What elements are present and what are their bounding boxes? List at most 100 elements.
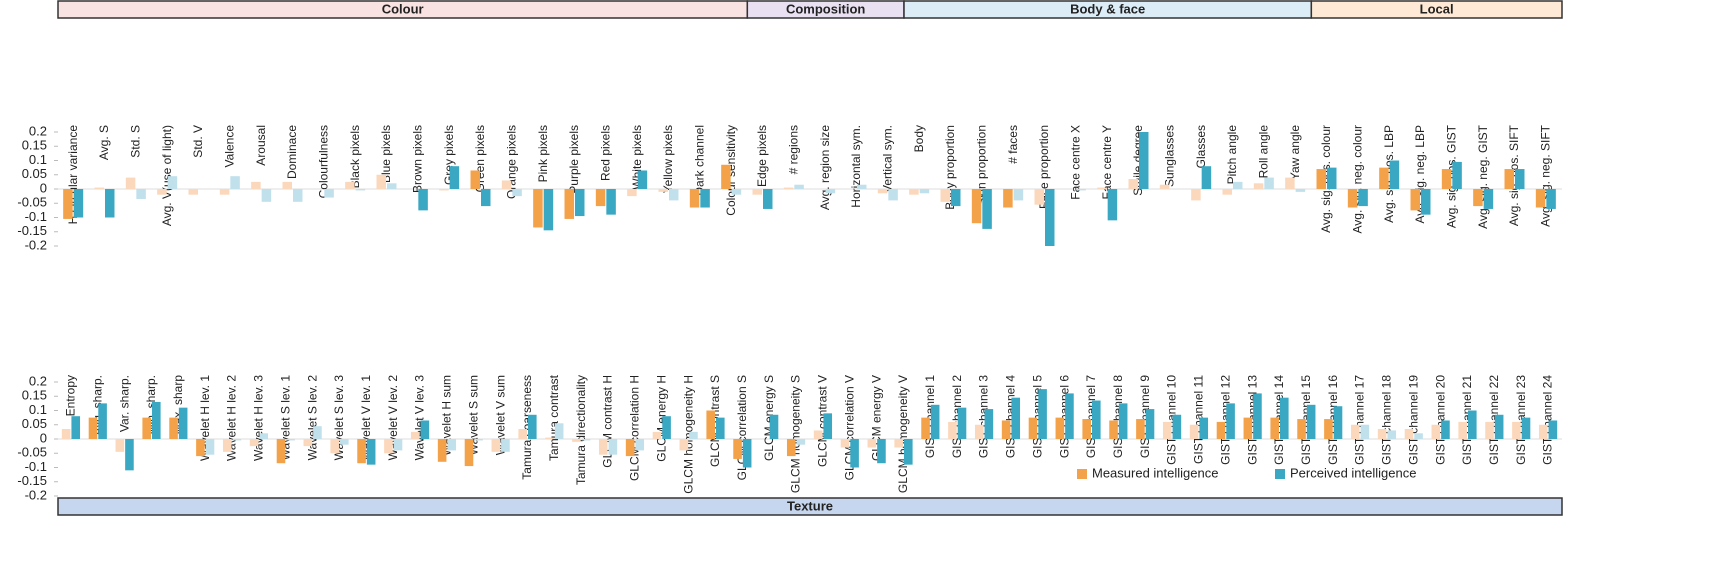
- bar: [1297, 419, 1306, 439]
- bar: [276, 439, 286, 464]
- bar: [904, 439, 913, 465]
- bar: [1295, 189, 1306, 192]
- bar: [1045, 189, 1055, 246]
- bar: [136, 189, 146, 199]
- group-label: Body & face: [1070, 1, 1145, 16]
- bar: [1441, 420, 1450, 439]
- x-tick-label: Valence: [223, 125, 237, 168]
- bar: [169, 417, 178, 439]
- x-tick-label: Avg. sig. pos. GIST: [1445, 124, 1459, 228]
- bar: [1003, 189, 1013, 208]
- bar: [857, 184, 867, 189]
- bar: [1128, 179, 1138, 189]
- x-tick-label: Vertical sym.: [881, 125, 895, 193]
- bar: [1473, 189, 1483, 207]
- bar: [1404, 429, 1414, 439]
- x-tick-label: Blue pixels: [379, 125, 393, 183]
- x-tick-label: Edge pixels: [755, 125, 769, 187]
- bar: [205, 439, 215, 455]
- x-tick-label: GIST channel 14: [1272, 375, 1286, 465]
- x-tick-label: GIST channel 21: [1460, 375, 1474, 465]
- bar: [286, 439, 295, 441]
- x-tick-label: Wavelet S sum: [466, 375, 480, 455]
- bar: [742, 439, 752, 468]
- bar: [1327, 167, 1337, 189]
- bar: [921, 417, 930, 439]
- x-tick-label: GIST channel 16: [1326, 375, 1340, 465]
- bar: [528, 414, 537, 439]
- bar: [501, 439, 510, 452]
- bar: [313, 426, 322, 439]
- bar: [595, 189, 606, 207]
- bar: [652, 431, 662, 439]
- y-tick-label: 0.15: [22, 138, 47, 153]
- x-tick-label: GLCM homogeneity S: [789, 375, 803, 493]
- x-tick-label: Avg. region size: [818, 125, 832, 210]
- y-tick-label: -0.05: [17, 445, 47, 460]
- bar: [1515, 169, 1525, 189]
- bar: [984, 409, 994, 439]
- bar: [957, 407, 967, 439]
- y-tick-label: 0.1: [29, 152, 47, 167]
- x-tick-label: Avg. sig. pos. SIFT: [1507, 124, 1521, 226]
- bar: [1410, 189, 1420, 211]
- bar: [71, 416, 81, 439]
- x-tick-label: Horizontal sym.: [849, 125, 863, 208]
- bar: [1233, 181, 1243, 189]
- y-tick-label: 0.05: [22, 416, 47, 431]
- bar: [420, 420, 430, 439]
- bar: [1306, 404, 1316, 439]
- bar: [219, 189, 230, 195]
- bar: [1189, 424, 1199, 439]
- bar: [572, 439, 581, 442]
- bar: [340, 439, 349, 445]
- bar: [840, 439, 850, 448]
- x-tick-label: Red pixels: [599, 125, 613, 181]
- y-tick-label: 0: [40, 180, 47, 195]
- x-tick-label: Colourfulness: [317, 125, 331, 198]
- x-tick-label: Tamura coarseness: [520, 375, 534, 480]
- x-tick-label: Brown pixels: [411, 125, 425, 193]
- bar: [330, 439, 339, 454]
- bar: [437, 439, 447, 462]
- bar: [796, 439, 806, 445]
- bar: [700, 189, 710, 208]
- bar: [324, 189, 334, 198]
- bar: [554, 423, 564, 439]
- bar: [188, 189, 198, 195]
- x-tick-label: Std. S: [129, 125, 143, 158]
- bar: [867, 439, 877, 448]
- x-tick-label: GLCM energy S: [762, 375, 776, 461]
- bar: [1504, 169, 1514, 189]
- bar: [1285, 177, 1295, 189]
- bar: [1199, 417, 1209, 439]
- legend-label: Perceived intelligence: [1290, 465, 1416, 480]
- bar: [1222, 189, 1232, 195]
- bar: [930, 404, 940, 439]
- bar: [1139, 132, 1149, 189]
- bar: [357, 439, 366, 464]
- x-tick-label: Tamura contrast: [547, 374, 561, 461]
- x-tick-label: Body proportion: [943, 125, 957, 210]
- bar: [249, 439, 259, 447]
- bar: [1055, 417, 1065, 439]
- x-tick-label: Avg. S: [97, 125, 111, 160]
- y-tick-label: -0.1: [25, 209, 47, 224]
- x-tick-label: GIST channel 11: [1192, 375, 1206, 464]
- bar: [1118, 403, 1128, 439]
- bar: [1172, 414, 1182, 439]
- bar: [384, 439, 393, 454]
- x-tick-label: Avg. sig. pos. LBP: [1382, 125, 1396, 223]
- x-tick-label: # regions: [787, 125, 801, 174]
- bar: [1538, 424, 1548, 439]
- bar: [464, 439, 474, 467]
- bar: [293, 189, 303, 202]
- bar: [1162, 421, 1172, 439]
- bar: [1350, 424, 1360, 439]
- bar: [637, 170, 648, 189]
- bar: [1512, 421, 1521, 439]
- bar: [1546, 189, 1556, 209]
- bar: [1159, 184, 1170, 189]
- bar: [564, 189, 574, 219]
- y-tick-label: 0: [40, 430, 47, 445]
